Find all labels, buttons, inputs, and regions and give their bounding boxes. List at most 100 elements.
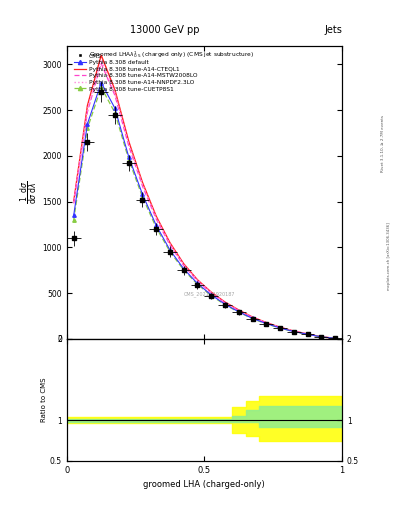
Pythia 8.308 default [319, 334, 324, 340]
Pythia 8.308 default [182, 266, 186, 272]
Pythia 8.308 tune-A14-MSTW2008LO [99, 60, 104, 67]
Y-axis label: $\frac{1}{\mathrm{d}\sigma}\frac{\mathrm{d}\sigma}{\mathrm{d}\lambda}$: $\frac{1}{\mathrm{d}\sigma}\frac{\mathrm… [18, 181, 40, 204]
Pythia 8.308 tune-A14-CTEQL1 [113, 87, 118, 93]
Pythia 8.308 tune-CUETP8S1 [209, 292, 214, 298]
Pythia 8.308 default [222, 301, 227, 307]
Pythia 8.308 tune-CUETP8S1 [195, 281, 200, 287]
Pythia 8.308 tune-A14-NNPDF2.3LO [264, 319, 269, 326]
Pythia 8.308 default [195, 281, 200, 287]
Pythia 8.308 tune-A14-MSTW2008LO [333, 335, 338, 342]
Pythia 8.308 tune-A14-NNPDF2.3LO [195, 277, 200, 283]
Pythia 8.308 tune-A14-MSTW2008LO [168, 242, 173, 248]
Pythia 8.308 default [127, 154, 131, 160]
Pythia 8.308 tune-CUETP8S1 [305, 331, 310, 337]
Pythia 8.308 tune-A14-NNPDF2.3LO [99, 57, 104, 63]
Pythia 8.308 tune-A14-MSTW2008LO [264, 320, 269, 326]
Text: Groomed LHA$\lambda^{1}_{0.5}$ (charged only) (CMS jet substructure): Groomed LHA$\lambda^{1}_{0.5}$ (charged … [89, 49, 254, 60]
Pythia 8.308 tune-CUETP8S1 [222, 302, 227, 308]
Pythia 8.308 default [305, 331, 310, 337]
Pythia 8.308 default [237, 309, 241, 315]
Text: mcplots.cern.ch [arXiv:1306.3436]: mcplots.cern.ch [arXiv:1306.3436] [387, 222, 391, 290]
Pythia 8.308 tune-A14-CTEQL1 [319, 334, 324, 340]
Pythia 8.308 tune-A14-CTEQL1 [305, 331, 310, 337]
Pythia 8.308 tune-A14-MSTW2008LO [72, 200, 76, 206]
Pythia 8.308 tune-A14-NNPDF2.3LO [237, 307, 241, 313]
Text: 13000 GeV pp: 13000 GeV pp [130, 25, 200, 35]
X-axis label: groomed LHA (charged-only): groomed LHA (charged-only) [143, 480, 265, 489]
Text: Jets: Jets [324, 25, 342, 35]
Pythia 8.308 tune-A14-CTEQL1 [127, 138, 131, 144]
Pythia 8.308 tune-CUETP8S1 [278, 325, 283, 331]
Pythia 8.308 tune-A14-MSTW2008LO [182, 263, 186, 269]
Pythia 8.308 tune-A14-NNPDF2.3LO [72, 200, 76, 206]
Pythia 8.308 tune-A14-MSTW2008LO [154, 216, 159, 222]
Pythia 8.308 tune-A14-NNPDF2.3LO [305, 331, 310, 337]
Pythia 8.308 tune-CUETP8S1 [99, 84, 104, 90]
Pythia 8.308 default [168, 247, 173, 253]
Pythia 8.308 default [333, 335, 338, 342]
Pythia 8.308 tune-A14-MSTW2008LO [209, 290, 214, 296]
Pythia 8.308 default [99, 79, 104, 86]
Pythia 8.308 default [264, 321, 269, 327]
Pythia 8.308 tune-A14-MSTW2008LO [195, 278, 200, 284]
Pythia 8.308 tune-A14-CTEQL1 [250, 314, 255, 320]
Pythia 8.308 tune-A14-NNPDF2.3LO [278, 324, 283, 330]
Pythia 8.308 tune-A14-CTEQL1 [85, 102, 90, 109]
Pythia 8.308 tune-CUETP8S1 [264, 321, 269, 327]
Pythia 8.308 tune-A14-CTEQL1 [182, 261, 186, 267]
Pythia 8.308 tune-A14-MSTW2008LO [127, 143, 131, 149]
Pythia 8.308 tune-A14-NNPDF2.3LO [182, 262, 186, 268]
Pythia 8.308 tune-A14-CTEQL1 [264, 319, 269, 326]
Pythia 8.308 tune-CUETP8S1 [127, 157, 131, 163]
Pythia 8.308 tune-A14-NNPDF2.3LO [113, 90, 118, 96]
Pythia 8.308 default [278, 325, 283, 331]
Pythia 8.308 default [250, 315, 255, 322]
Pythia 8.308 tune-A14-NNPDF2.3LO [250, 314, 255, 321]
Pythia 8.308 default [113, 105, 118, 112]
Pythia 8.308 default [154, 222, 159, 228]
Pythia 8.308 tune-A14-MSTW2008LO [278, 325, 283, 331]
Pythia 8.308 tune-A14-CTEQL1 [333, 335, 338, 342]
Pythia 8.308 tune-A14-NNPDF2.3LO [154, 215, 159, 221]
Pythia 8.308 tune-A14-MSTW2008LO [292, 328, 296, 334]
Pythia 8.308 tune-A14-NNPDF2.3LO [292, 328, 296, 334]
Y-axis label: Ratio to CMS: Ratio to CMS [41, 377, 47, 422]
Pythia 8.308 tune-A14-MSTW2008LO [237, 308, 241, 314]
Pythia 8.308 tune-A14-NNPDF2.3LO [222, 300, 227, 306]
Pythia 8.308 default [85, 121, 90, 127]
Pythia 8.308 tune-A14-NNPDF2.3LO [333, 335, 338, 342]
Pythia 8.308 tune-A14-MSTW2008LO [140, 183, 145, 189]
Pythia 8.308 default [292, 329, 296, 335]
Pythia 8.308 tune-CUETP8S1 [237, 309, 241, 315]
Pythia 8.308 default [209, 292, 214, 298]
Pythia 8.308 tune-A14-CTEQL1 [195, 277, 200, 283]
Pythia 8.308 tune-A14-CTEQL1 [140, 179, 145, 185]
Pythia 8.308 default [72, 212, 76, 219]
Pythia 8.308 tune-A14-MSTW2008LO [250, 314, 255, 321]
Line: Pythia 8.308 tune-A14-MSTW2008LO: Pythia 8.308 tune-A14-MSTW2008LO [74, 63, 335, 338]
Pythia 8.308 tune-CUETP8S1 [250, 315, 255, 322]
Pythia 8.308 tune-A14-CTEQL1 [168, 240, 173, 246]
Pythia 8.308 tune-A14-MSTW2008LO [222, 300, 227, 306]
Text: Rivet 3.1.10, ≥ 2.7M events: Rivet 3.1.10, ≥ 2.7M events [381, 115, 385, 172]
Pythia 8.308 tune-A14-MSTW2008LO [85, 109, 90, 115]
Pythia 8.308 tune-CUETP8S1 [333, 335, 338, 342]
Pythia 8.308 tune-CUETP8S1 [113, 110, 118, 116]
Legend: CMS, Pythia 8.308 default, Pythia 8.308 tune-A14-CTEQL1, Pythia 8.308 tune-A14-M: CMS, Pythia 8.308 default, Pythia 8.308 … [72, 52, 198, 93]
Pythia 8.308 tune-A14-CTEQL1 [237, 307, 241, 313]
Pythia 8.308 tune-A14-NNPDF2.3LO [168, 241, 173, 247]
Line: Pythia 8.308 tune-A14-NNPDF2.3LO: Pythia 8.308 tune-A14-NNPDF2.3LO [74, 60, 335, 338]
Pythia 8.308 tune-CUETP8S1 [292, 329, 296, 335]
Line: Pythia 8.308 default: Pythia 8.308 default [72, 81, 337, 340]
Pythia 8.308 tune-CUETP8S1 [140, 194, 145, 200]
Pythia 8.308 tune-A14-CTEQL1 [72, 199, 76, 205]
Pythia 8.308 tune-CUETP8S1 [85, 125, 90, 132]
Pythia 8.308 tune-A14-MSTW2008LO [113, 92, 118, 98]
Pythia 8.308 tune-CUETP8S1 [182, 267, 186, 273]
Pythia 8.308 tune-A14-CTEQL1 [99, 52, 104, 58]
Pythia 8.308 tune-CUETP8S1 [319, 334, 324, 340]
Pythia 8.308 tune-CUETP8S1 [72, 217, 76, 223]
Pythia 8.308 tune-A14-CTEQL1 [278, 324, 283, 330]
Pythia 8.308 tune-A14-NNPDF2.3LO [85, 106, 90, 112]
Pythia 8.308 tune-A14-NNPDF2.3LO [127, 140, 131, 146]
